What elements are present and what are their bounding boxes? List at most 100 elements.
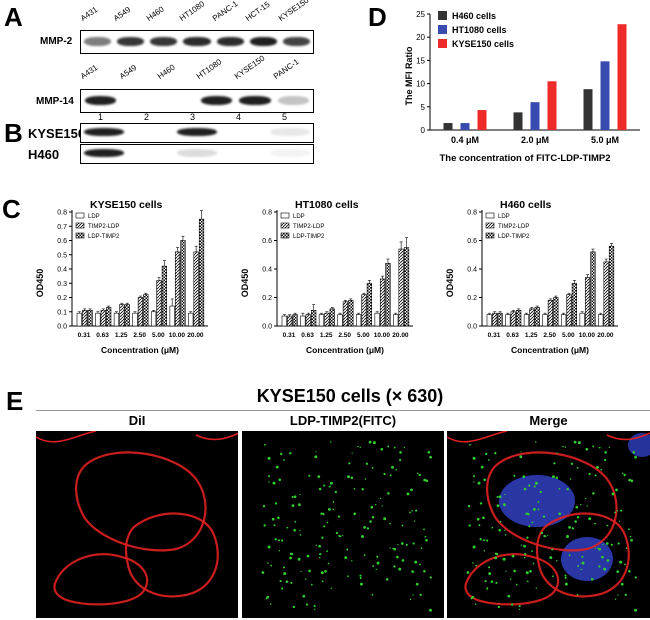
fitc-dot [419, 593, 422, 597]
mmp14-lane-label: H460 [155, 62, 177, 81]
fitc-dot [319, 556, 321, 559]
fitc-dot [472, 562, 474, 564]
fitc-dot [289, 452, 292, 455]
fitc-dot [487, 566, 491, 569]
fitc-dot [558, 512, 562, 516]
fitc-dot [423, 570, 426, 573]
fitc-dot [397, 543, 399, 546]
fitc-dot [261, 571, 265, 574]
x-tick-label: 5.00 [562, 332, 575, 339]
fitc-dot [566, 535, 569, 538]
fitc-dot [494, 556, 497, 560]
fitc-dot [537, 508, 540, 511]
fitc-dot [420, 547, 423, 549]
od450-bar [579, 312, 585, 327]
fitc-dot [278, 478, 281, 482]
fitc-dot [621, 472, 624, 475]
fitc-dot [427, 451, 431, 454]
x-tick-label: 2.50 [338, 332, 351, 339]
fitc-dot [270, 564, 273, 567]
fitc-dot [322, 513, 325, 516]
legend-swatch [438, 25, 447, 34]
fitc-dot [620, 509, 623, 512]
fitc-dot [298, 503, 301, 506]
fitc-dot [586, 505, 588, 507]
mmp2-band [183, 36, 211, 46]
mmp2-lane-label: A431 [78, 4, 100, 23]
fitc-dot [329, 481, 333, 485]
fitc-dot [525, 571, 529, 575]
fitc-dot [321, 536, 324, 539]
legend-label: LDP-TIMP2 [88, 234, 120, 240]
lane-number: 2 [144, 112, 150, 122]
fitc-dot [429, 576, 432, 579]
fitc-dot [551, 548, 554, 551]
fitc-dot [292, 605, 296, 609]
fitc-dot [350, 476, 354, 479]
fitc-dot [291, 495, 294, 498]
fitc-dot [494, 452, 497, 455]
fitc-dot [525, 512, 528, 515]
fitc-dot [468, 443, 471, 446]
x-tick-label: 2.50 [543, 332, 556, 339]
fitc-dot [486, 587, 489, 590]
fitc-dot [584, 497, 587, 500]
y-tick-label: 0.5 [57, 252, 67, 259]
fitc-dot [594, 522, 596, 525]
fitc-dot [268, 481, 270, 483]
fitc-dot [526, 536, 529, 539]
fitc-dot [518, 608, 521, 611]
fitc-dot [299, 534, 302, 536]
panel-letter-a: A [4, 2, 23, 32]
fitc-dot [319, 552, 322, 556]
od450-bar [547, 300, 554, 327]
panel-letter-e: E [6, 386, 24, 416]
fitc-dot [395, 468, 397, 471]
od450-bar [584, 277, 591, 327]
fitc-dot [346, 548, 349, 551]
od450-chart-kyse150: KYSE150 cells 0.0 0.1 0.2 0.3 0.4 0.5 0.6 0.7 0.8… [35, 199, 208, 355]
fitc-dot [604, 451, 607, 454]
od450-bar [560, 314, 567, 327]
fitc-dot [547, 534, 549, 536]
fitc-dot [285, 580, 289, 583]
y-tick-label: 0.2 [262, 295, 272, 302]
mfi-bar [460, 123, 470, 130]
fitc-dot [302, 594, 306, 598]
fitc-dot [306, 554, 310, 558]
fitc-dot [504, 493, 506, 496]
fitc-dot [534, 481, 538, 485]
fitc-dot [321, 580, 324, 583]
fitc-dot [606, 524, 609, 527]
legend-swatch [438, 39, 447, 48]
fitc-dot [380, 447, 384, 451]
fitc-image [242, 431, 444, 618]
fitc-dot [374, 503, 377, 506]
cell-membrane [195, 432, 238, 441]
y-tick-label: 0 [421, 126, 426, 135]
od450-bar [329, 308, 335, 327]
fitc-dot [484, 452, 488, 456]
fitc-dot [274, 538, 277, 541]
fitc-dot [396, 555, 399, 559]
x-axis-label: Concentration (μM) [306, 345, 384, 355]
fitc-dot [522, 475, 526, 478]
od450-bar [161, 265, 167, 327]
fitc-dot [330, 587, 332, 589]
fitc-dot [370, 505, 374, 509]
fitc-dot [371, 466, 374, 469]
fitc-dot [513, 474, 516, 477]
fitc-dot [389, 547, 391, 549]
fitc-dot [332, 501, 335, 503]
mfi-bar [583, 89, 593, 130]
lane-number: 4 [236, 112, 242, 122]
od450-bar [292, 314, 298, 327]
lane-number: 5 [282, 112, 288, 122]
y-tick-label: 25 [416, 10, 425, 19]
fitc-dot [347, 575, 349, 578]
od450-bar [119, 304, 125, 327]
x-axis-label: Concentration (μM) [101, 345, 179, 355]
legend-label: LDP [498, 214, 510, 220]
panel-b-band [176, 128, 217, 136]
legend-swatch [75, 222, 85, 229]
